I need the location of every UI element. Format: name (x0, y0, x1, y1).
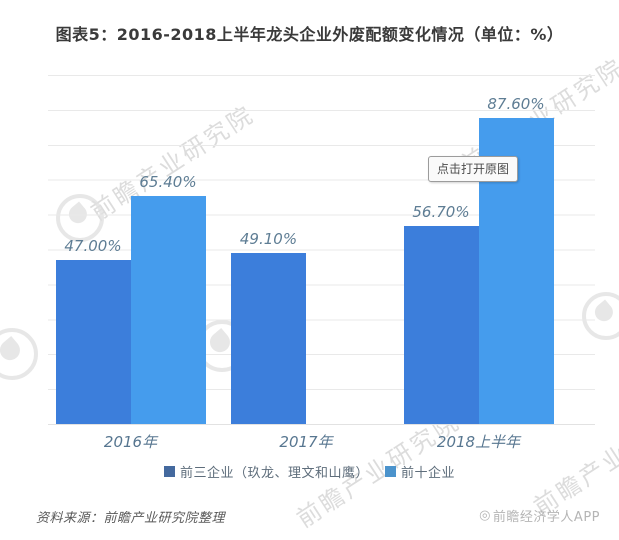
x-axis-label: 2018上半年 (436, 433, 521, 451)
legend-marker-icon (163, 466, 175, 477)
bar-value-label: 87.60% (487, 95, 545, 114)
app-credit-label: 前瞻经济学人APP (492, 510, 600, 525)
app-credit: ◎ 前瞻经济学人APP (479, 506, 600, 525)
bar-value-label: 65.40% (139, 172, 197, 191)
bar-top10-2016年 (130, 195, 206, 424)
open-original-image-tooltip[interactable]: 点击打开原图 (428, 156, 519, 182)
legend-label: 前十企业 (401, 466, 456, 481)
legend-marker-icon (385, 466, 396, 477)
circle-logo-icon: ◎ (479, 508, 491, 523)
x-axis-label: 2016年 (103, 433, 158, 451)
bar-top3-2017年 (231, 252, 306, 424)
chart-title: 图表5：2016-2018上半年龙头企业外废配额变化情况（单位：%） (55, 25, 564, 44)
x-axis-label: 2017年 (279, 433, 333, 451)
data-source-note: 资料来源：前瞻产业研究院整理 (36, 511, 226, 526)
legend-item-top3: 前三企业（玖龙、理文和山鹰） (163, 462, 369, 481)
bar-value-label: 47.00% (64, 237, 122, 255)
bar-top3-2016年 (55, 260, 131, 424)
legend-label: 前三企业（玖龙、理文和山鹰） (179, 466, 369, 481)
bar-value-label: 56.70% (412, 203, 470, 222)
bar-value-label: 49.10% (239, 229, 298, 248)
chart-legend: 前三企业（玖龙、理文和山鹰） 前十企业 (0, 462, 619, 481)
legend-item-top10: 前十企业 (385, 462, 455, 481)
bar-top3-2018上半年 (403, 226, 479, 424)
plot-area: 47.00% 49.10% 56.70% 65.40% 87.60% 2016年 2017年… (48, 75, 595, 451)
